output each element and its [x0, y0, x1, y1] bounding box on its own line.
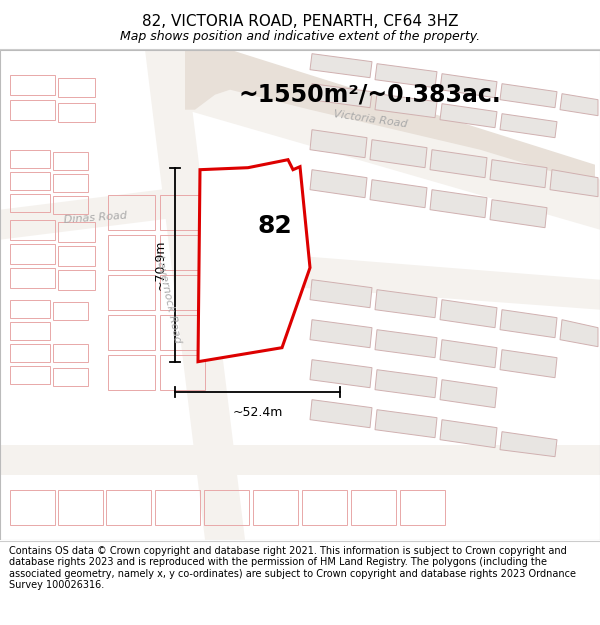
- Polygon shape: [310, 319, 372, 348]
- Polygon shape: [440, 104, 497, 127]
- Polygon shape: [440, 74, 497, 98]
- Polygon shape: [310, 169, 367, 198]
- Polygon shape: [310, 129, 367, 158]
- Polygon shape: [375, 410, 437, 437]
- Polygon shape: [0, 444, 600, 474]
- Polygon shape: [430, 189, 487, 218]
- Polygon shape: [560, 94, 598, 116]
- Polygon shape: [440, 419, 497, 447]
- Polygon shape: [198, 159, 310, 362]
- Text: ~52.4m: ~52.4m: [232, 406, 283, 419]
- Text: Contains OS data © Crown copyright and database right 2021. This information is : Contains OS data © Crown copyright and d…: [9, 546, 576, 591]
- Polygon shape: [440, 299, 497, 328]
- Text: 82: 82: [257, 214, 292, 238]
- Polygon shape: [550, 169, 598, 197]
- Polygon shape: [155, 49, 600, 229]
- Text: Dinas Road: Dinas Road: [63, 211, 127, 225]
- Polygon shape: [430, 149, 487, 178]
- Polygon shape: [310, 359, 372, 388]
- Text: ~1550m²/~0.383ac.: ~1550m²/~0.383ac.: [239, 82, 502, 107]
- Polygon shape: [185, 49, 595, 184]
- Polygon shape: [375, 94, 437, 118]
- Polygon shape: [500, 432, 557, 457]
- Polygon shape: [370, 179, 427, 208]
- Polygon shape: [375, 64, 437, 88]
- Polygon shape: [375, 369, 437, 398]
- Polygon shape: [370, 139, 427, 168]
- Text: 82, VICTORIA ROAD, PENARTH, CF64 3HZ: 82, VICTORIA ROAD, PENARTH, CF64 3HZ: [142, 14, 458, 29]
- Text: Map shows position and indicative extent of the property.: Map shows position and indicative extent…: [120, 30, 480, 43]
- Polygon shape: [0, 184, 200, 239]
- Polygon shape: [500, 84, 557, 107]
- Polygon shape: [490, 159, 547, 188]
- Polygon shape: [440, 379, 497, 408]
- Polygon shape: [310, 400, 372, 428]
- Polygon shape: [500, 349, 557, 378]
- Polygon shape: [440, 339, 497, 367]
- Polygon shape: [145, 49, 245, 539]
- Polygon shape: [310, 54, 372, 78]
- Polygon shape: [500, 114, 557, 138]
- Polygon shape: [500, 309, 557, 338]
- Polygon shape: [560, 319, 598, 347]
- Polygon shape: [310, 84, 372, 107]
- Text: ~70.9m: ~70.9m: [154, 239, 167, 290]
- Polygon shape: [375, 329, 437, 357]
- Polygon shape: [310, 279, 372, 308]
- Polygon shape: [220, 249, 600, 309]
- Text: Victoria Road: Victoria Road: [332, 109, 407, 130]
- Polygon shape: [375, 289, 437, 318]
- Text: Lavernock Road: Lavernock Road: [154, 255, 182, 344]
- Polygon shape: [490, 199, 547, 228]
